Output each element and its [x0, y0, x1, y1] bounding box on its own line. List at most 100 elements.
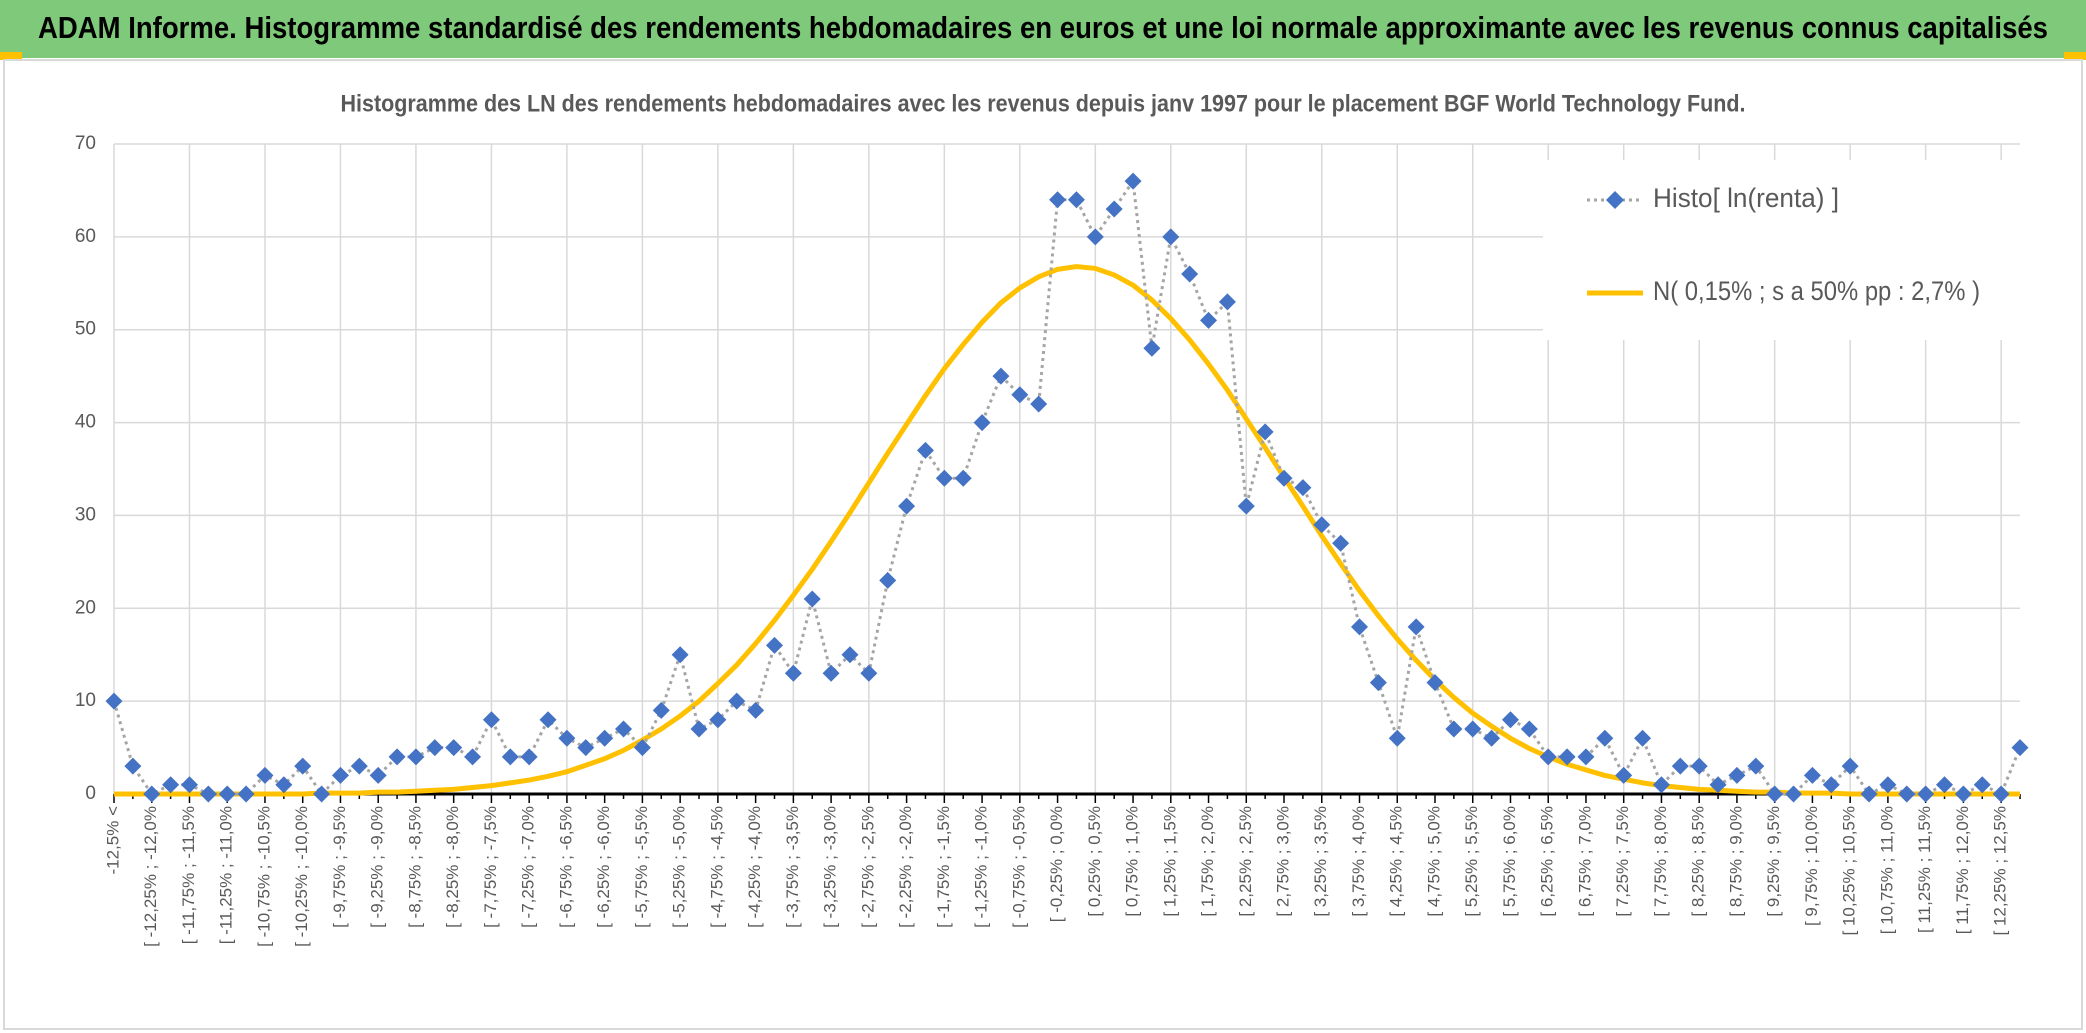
x-tick-label: [ 4,25% ; 4,5%	[1387, 806, 1406, 917]
data-point	[520, 748, 538, 766]
data-point	[709, 711, 727, 729]
x-tick-label: [ 3,75% ; 4,0%	[1349, 806, 1368, 917]
data-point	[1426, 674, 1444, 692]
x-tick-label: [ 7,25% ; 7,5%	[1613, 806, 1632, 917]
x-tick-label: -12,5% <	[103, 806, 122, 875]
data-point	[1275, 469, 1293, 487]
x-tick-label: [ -2,25% ; -2,0%	[896, 806, 915, 928]
x-tick-label: [ 7,75% ; 8,0%	[1651, 806, 1670, 917]
x-tick-label: [ -10,75% ; -10,5%	[254, 806, 273, 947]
x-tick-label: [ 0,25% ; 0,5%	[1085, 806, 1104, 917]
x-tick-label: [ 5,75% ; 6,0%	[1500, 806, 1519, 917]
data-point	[1652, 776, 1670, 794]
data-point	[1011, 386, 1029, 404]
series-line	[114, 264, 2020, 797]
data-point	[1992, 785, 2010, 803]
x-tick-label: [ -11,25% ; -11,0%	[217, 806, 236, 944]
data-point	[652, 701, 670, 719]
data-point	[1860, 785, 1878, 803]
data-point	[350, 757, 368, 775]
data-point	[1936, 776, 1954, 794]
corner-mark	[2064, 52, 2086, 60]
data-point	[143, 785, 161, 803]
x-tick-label: [ -7,25% ; -7,0%	[519, 806, 538, 928]
x-tick-label: [ 9,25% ; 9,5%	[1764, 806, 1783, 917]
data-point	[992, 367, 1010, 385]
data-point	[765, 636, 783, 654]
x-tick-label: [ -0,25% ; 0,0%	[1047, 806, 1066, 922]
data-point	[1407, 618, 1425, 636]
data-point	[1105, 200, 1123, 218]
x-tick-label: [ -6,25% ; -6,0%	[594, 806, 613, 928]
x-tick-label: [ -11,75% ; -11,5%	[179, 806, 198, 944]
data-point	[784, 664, 802, 682]
y-tick-label: 30	[75, 504, 96, 525]
x-tick-label: [ 2,75% ; 3,0%	[1274, 806, 1293, 917]
x-tick-label: [ 3,25% ; 3,5%	[1311, 806, 1330, 917]
x-tick-label: [ 2,25% ; 2,5%	[1236, 806, 1255, 917]
data-point	[313, 785, 331, 803]
data-point	[482, 711, 500, 729]
x-tick-label: [ 11,75% ; 12,0%	[1953, 806, 1972, 934]
data-point	[1973, 776, 1991, 794]
data-point	[935, 469, 953, 487]
corner-mark	[0, 52, 22, 60]
data-point	[1200, 311, 1218, 329]
data-point	[369, 766, 387, 784]
data-point	[1294, 479, 1312, 497]
data-point	[728, 692, 746, 710]
data-point	[218, 785, 236, 803]
x-tick-label: [ -8,75% ; -8,5%	[405, 806, 424, 928]
data-point	[860, 664, 878, 682]
data-point	[275, 776, 293, 794]
x-tick-label: [ -1,25% ; -1,0%	[972, 806, 991, 928]
data-point	[1501, 711, 1519, 729]
data-point	[1218, 293, 1236, 311]
data-point	[633, 739, 651, 757]
data-point	[1634, 729, 1652, 747]
legend-label: N( 0,15% ; s a 50% pp : 2,7% )	[1653, 276, 1980, 306]
data-point	[1709, 776, 1727, 794]
data-point	[1143, 339, 1161, 357]
data-point	[1369, 674, 1387, 692]
data-point	[558, 729, 576, 747]
data-point	[256, 766, 274, 784]
x-tick-label: [ 6,25% ; 6,5%	[1538, 806, 1557, 917]
data-point	[1445, 720, 1463, 738]
legend-box	[1543, 160, 2021, 340]
data-point	[1822, 776, 1840, 794]
data-point	[501, 748, 519, 766]
x-tick-label: [ -10,25% ; -10,0%	[292, 806, 311, 947]
data-point	[1766, 785, 1784, 803]
legend-label: Histo[ ln(renta) ]	[1653, 183, 1839, 213]
data-point	[577, 739, 595, 757]
x-tick-label: [ -0,75% ; -0,5%	[1009, 806, 1028, 928]
x-tick-label: [ -3,75% ; -3,5%	[783, 806, 802, 928]
data-point	[1067, 191, 1085, 209]
data-point	[803, 590, 821, 608]
data-point	[1803, 766, 1821, 784]
x-tick-label: [ -12,25% ; -12,0%	[141, 806, 160, 947]
data-point	[1558, 748, 1576, 766]
chart-title: Histogramme des LN des rendements hebdom…	[341, 90, 1746, 117]
data-point	[1879, 776, 1897, 794]
x-tick-label: [ 10,75% ; 11,0%	[1877, 806, 1896, 934]
data-point	[426, 739, 444, 757]
x-tick-label: [ 9,75% ; 10,0%	[1802, 806, 1821, 926]
banner	[0, 0, 2086, 58]
x-tick-label: [ -6,75% ; -6,5%	[556, 806, 575, 928]
x-tick-label: [ 12,25% ; 12,5%	[1991, 806, 2010, 935]
x-tick-label: [ -5,25% ; -5,0%	[670, 806, 689, 928]
data-point	[407, 748, 425, 766]
x-tick-label: [ 8,25% ; 8,5%	[1689, 806, 1708, 917]
x-tick-label: [ -4,25% ; -4,0%	[745, 806, 764, 928]
x-tick-label: [ 0,75% ; 1,0%	[1123, 806, 1142, 917]
data-point	[199, 785, 217, 803]
data-point	[180, 776, 198, 794]
data-point	[1917, 785, 1935, 803]
data-point	[596, 729, 614, 747]
data-point	[1728, 766, 1746, 784]
data-point	[954, 469, 972, 487]
x-tick-label: [ -9,25% ; -9,0%	[368, 806, 387, 928]
